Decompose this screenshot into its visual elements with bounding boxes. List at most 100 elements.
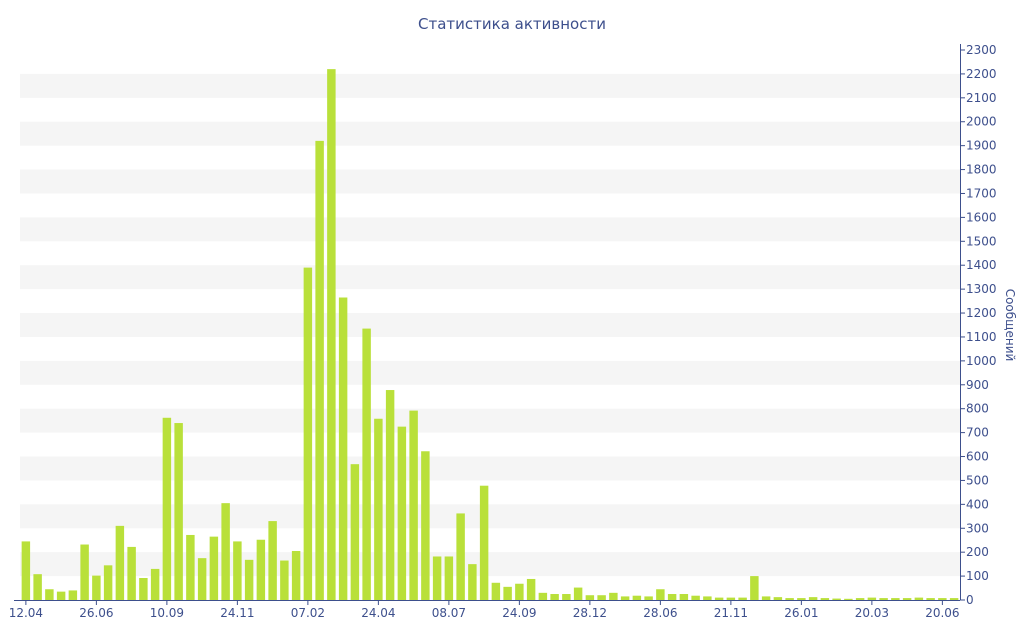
bar [362, 328, 371, 600]
y-tick-label: 1500 [966, 234, 997, 248]
bar [926, 598, 935, 600]
bar [750, 576, 759, 600]
y-tick-label: 600 [966, 450, 989, 464]
bar [808, 597, 818, 600]
bar [221, 503, 230, 600]
y-tick-label: 1600 [966, 210, 997, 224]
x-axis-ticks: 12.04 26.06 10.09 24.11 07.02 24.04 08.07 24.09… [9, 600, 960, 620]
x-tick-label: 28.12 [573, 606, 607, 620]
bar [597, 595, 606, 600]
bar [562, 594, 571, 600]
bar [679, 594, 689, 600]
bar [656, 589, 665, 600]
bar [421, 451, 430, 600]
bar [573, 587, 583, 600]
bar [479, 485, 489, 600]
bar [538, 592, 548, 600]
x-tick-label: 07.02 [291, 606, 325, 620]
bar [867, 597, 877, 600]
bar [80, 544, 89, 600]
y-tick-label: 400 [966, 497, 989, 511]
bar [385, 390, 395, 600]
y-tick-label: 100 [966, 569, 989, 583]
bar [197, 558, 207, 600]
x-tick-label: 10.09 [150, 606, 184, 620]
bar [503, 586, 512, 600]
y-tick-label: 1400 [966, 258, 997, 272]
y-tick-label: 2200 [966, 67, 997, 81]
bar [21, 541, 31, 600]
x-tick-label: 26.01 [784, 606, 818, 620]
bar [68, 590, 78, 600]
bar [397, 426, 407, 600]
y-tick-label: 1200 [966, 306, 997, 320]
bar [150, 568, 160, 600]
axes [14, 44, 961, 601]
bar [914, 597, 924, 600]
bar [139, 578, 148, 600]
bar [468, 564, 477, 600]
bar [327, 69, 336, 600]
grid-band [20, 217, 960, 242]
bar [797, 598, 806, 600]
bar [773, 597, 783, 600]
x-tick-label: 24.09 [502, 606, 536, 620]
bar [103, 565, 113, 600]
bar [162, 417, 172, 600]
y-tick-label: 900 [966, 378, 989, 392]
bar [949, 598, 959, 600]
bar [209, 536, 219, 600]
bar [902, 598, 912, 600]
bar [491, 582, 501, 600]
bar [726, 597, 736, 600]
y-tick-label: 200 [966, 545, 989, 559]
y-tick-label: 2300 [966, 43, 997, 57]
grid-band [20, 265, 960, 290]
y-tick-label: 1900 [966, 139, 997, 153]
y-tick-label: 2000 [966, 115, 997, 129]
bar [233, 541, 242, 600]
y-tick-label: 500 [966, 473, 989, 487]
bar [115, 525, 125, 600]
grid-band [20, 552, 960, 577]
bar [844, 598, 853, 600]
grid-band [20, 360, 960, 385]
bar [338, 297, 348, 600]
grid-band [20, 73, 960, 98]
y-tick-label: 700 [966, 426, 989, 440]
bar [33, 574, 42, 600]
bar [291, 550, 301, 600]
x-tick-label: 12.04 [9, 606, 43, 620]
bar [315, 140, 324, 600]
bar [891, 598, 900, 600]
bar [350, 464, 360, 600]
bar [244, 559, 254, 600]
bar [303, 267, 313, 600]
bar [714, 597, 724, 600]
bar [820, 598, 830, 600]
x-tick-label: 20.03 [855, 606, 889, 620]
bar [691, 595, 700, 600]
y-tick-label: 1100 [966, 330, 997, 344]
bar [738, 597, 747, 600]
bar [45, 589, 54, 600]
bar [644, 596, 653, 600]
grid-bands [20, 73, 960, 577]
y-axis-ticks: 0 100 200 300 400 500 600 700 800 900 1000 1100 1200… [960, 43, 997, 607]
chart-title: Статистика активности [418, 15, 606, 33]
bar [174, 423, 183, 600]
bar [855, 598, 865, 600]
x-tick-label: 08.07 [432, 606, 466, 620]
bar [832, 598, 841, 600]
bar [526, 578, 536, 600]
y-tick-label: 2100 [966, 91, 997, 105]
bars [21, 69, 959, 600]
bar [761, 596, 771, 600]
bar [703, 596, 712, 600]
bar [879, 598, 888, 600]
bar [785, 598, 794, 600]
grid-band [20, 456, 960, 481]
y-tick-label: 1000 [966, 354, 997, 368]
y-tick-label: 0 [966, 593, 974, 607]
